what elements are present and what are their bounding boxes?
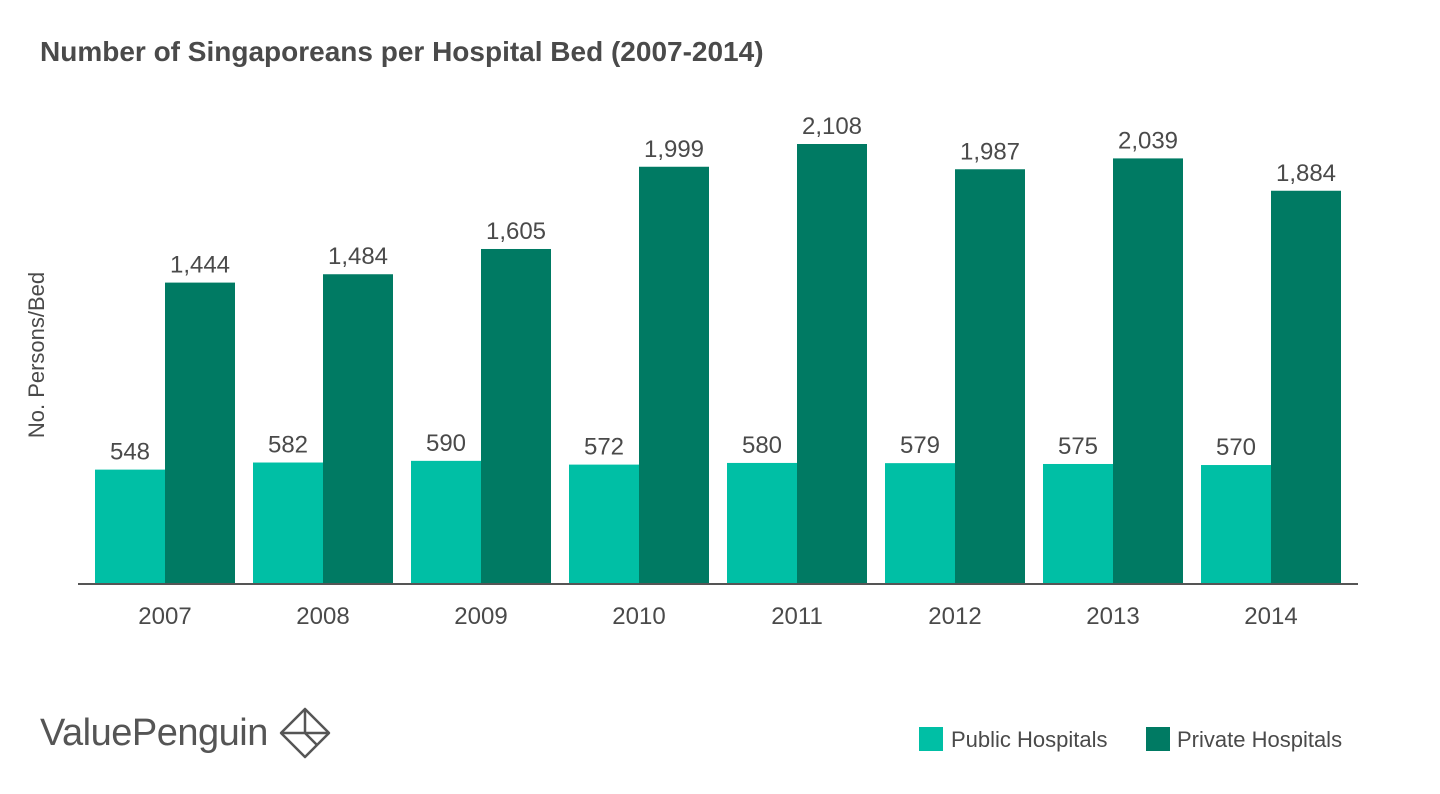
bar-public-2007: [95, 469, 165, 584]
data-labels-group: 548 1,444 582 1,484 590 1,605 572 1,999 580 2,108…: [110, 113, 1336, 466]
data-label-public-2008: 582: [268, 432, 308, 459]
data-label-private-2009: 1,605: [486, 218, 546, 245]
chart-title: Number of Singaporeans per Hospital Bed …: [40, 36, 764, 67]
legend-label-private: Private Hospitals: [1177, 727, 1342, 752]
data-label-public-2011: 580: [742, 432, 782, 459]
bar-public-2008: [253, 462, 323, 584]
brand-name: ValuePenguin: [40, 711, 268, 754]
x-tick-label-2010: 2010: [612, 603, 665, 630]
x-tick-labels-group: 2007 2008 2009 2010 2011 2012 2013 2014: [138, 603, 1297, 630]
bar-private-2010: [639, 166, 709, 585]
data-label-private-2010: 1,999: [644, 136, 704, 163]
data-label-private-2007: 1,444: [170, 252, 230, 279]
bar-public-2013: [1043, 463, 1113, 584]
bar-public-2011: [727, 462, 797, 584]
x-tick-label-2013: 2013: [1086, 603, 1139, 630]
bar-public-2012: [885, 463, 955, 584]
y-axis-label: No. Persons/Bed: [24, 272, 49, 438]
data-label-private-2008: 1,484: [328, 243, 388, 270]
legend-label-public: Public Hospitals: [951, 727, 1108, 752]
x-tick-label-2008: 2008: [296, 603, 349, 630]
bar-private-2014: [1271, 190, 1341, 584]
data-label-public-2009: 590: [426, 430, 466, 457]
brand-logo: ValuePenguin: [40, 706, 332, 760]
data-label-public-2007: 548: [110, 439, 150, 466]
x-tick-label-2007: 2007: [138, 603, 191, 630]
x-tick-label-2012: 2012: [928, 603, 981, 630]
bar-private-2012: [955, 169, 1025, 584]
x-tick-label-2009: 2009: [454, 603, 507, 630]
bar-private-2011: [797, 144, 867, 584]
data-label-private-2013: 2,039: [1118, 127, 1178, 154]
data-label-public-2010: 572: [584, 434, 624, 461]
x-tick-label-2014: 2014: [1244, 603, 1297, 630]
data-label-public-2013: 575: [1058, 433, 1098, 460]
bar-public-2014: [1201, 465, 1271, 584]
data-label-public-2012: 579: [900, 432, 940, 459]
data-label-public-2014: 570: [1216, 434, 1256, 461]
bar-public-2010: [569, 464, 639, 584]
bar-public-2009: [411, 460, 481, 584]
x-tick-label-2011: 2011: [771, 603, 823, 630]
bar-private-2008: [323, 274, 393, 584]
legend-swatch-private: [1146, 727, 1170, 751]
data-label-private-2014: 1,884: [1276, 160, 1336, 187]
legend: Public Hospitals Private Hospitals: [919, 727, 1342, 752]
legend-swatch-public: [919, 727, 943, 751]
bar-private-2013: [1113, 158, 1183, 584]
penguin-diamond-logo-icon: [279, 707, 331, 759]
bar-private-2009: [481, 248, 551, 584]
bars-group: [95, 144, 1341, 585]
bar-private-2007: [165, 282, 235, 584]
data-label-private-2011: 2,108: [802, 113, 862, 140]
data-label-private-2012: 1,987: [960, 138, 1020, 165]
